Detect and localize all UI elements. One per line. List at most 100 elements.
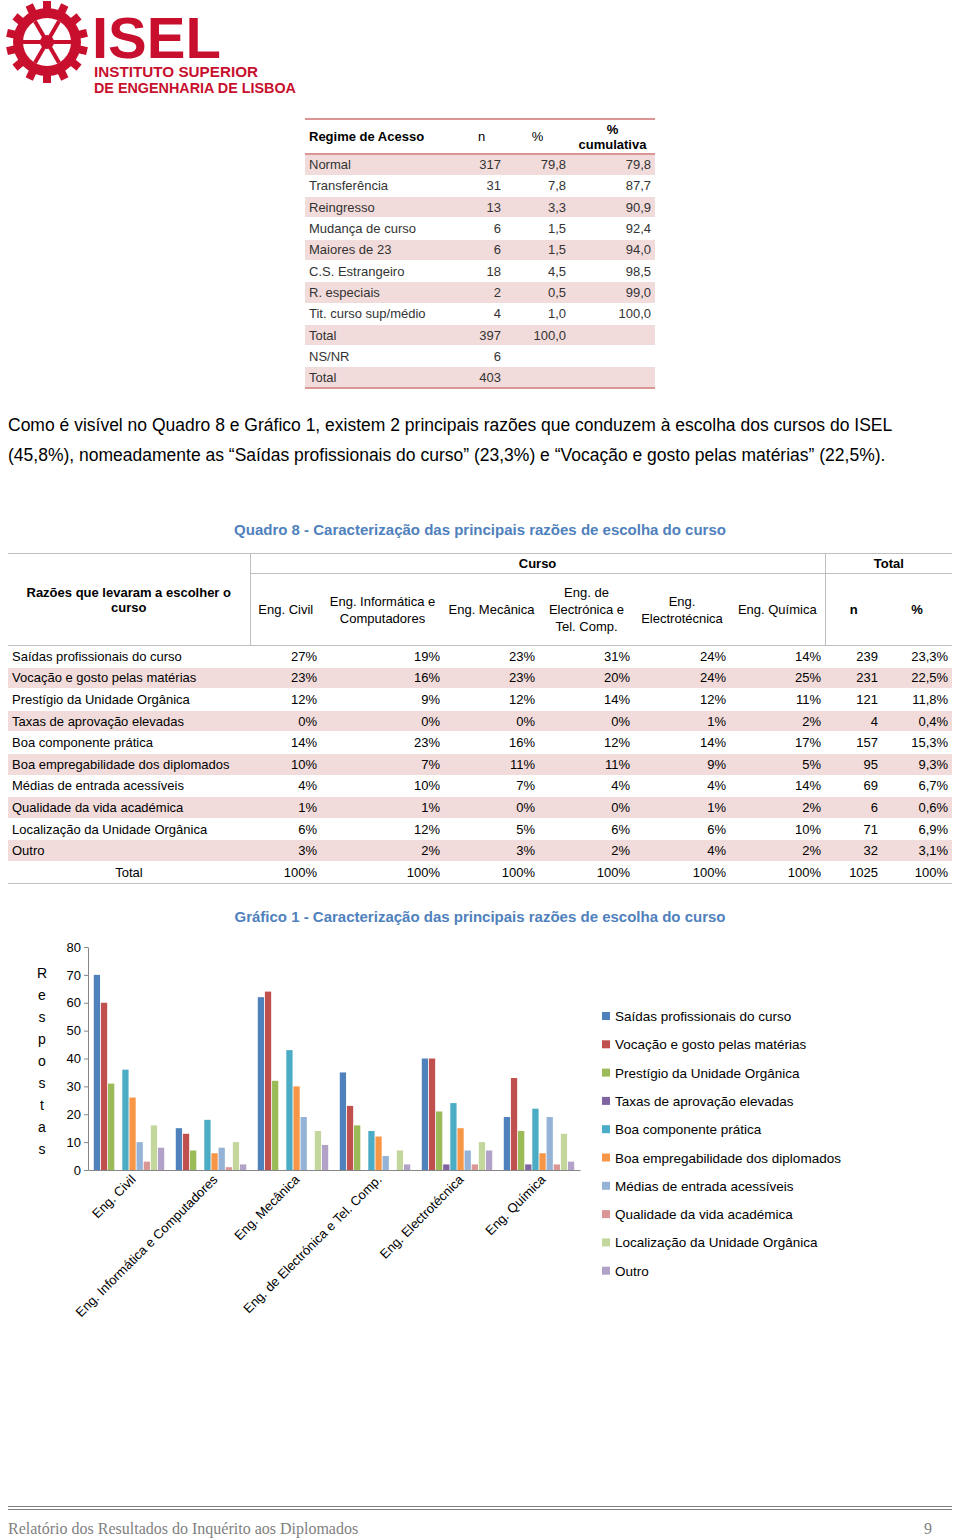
table-cell: 79,8 (570, 154, 655, 175)
bar (219, 1148, 225, 1170)
table-cell: 17% (730, 732, 825, 754)
y-tick-mark (84, 1114, 88, 1115)
table-cell: 231 (825, 667, 882, 689)
table-cell: 239 (825, 646, 882, 668)
bar (539, 1153, 545, 1170)
table-cell: 5% (730, 753, 825, 775)
bar (518, 1131, 524, 1170)
row-label: Taxas de aprovação elevadas (8, 710, 250, 732)
y-axis-title-letter: s (39, 1009, 46, 1025)
bar (368, 1131, 374, 1170)
column-header: Eng. Electrotécnica (634, 574, 730, 646)
table-cell (505, 367, 570, 388)
table-cell: 100% (634, 861, 730, 883)
table-row: Outro3%2%3%2%4%2%323,1% (8, 840, 952, 862)
table-cell: 4 (825, 710, 882, 732)
x-tick-label: Eng. de Electrónica e Tel. Comp. (240, 1172, 384, 1316)
table-cell: 0,5 (505, 282, 570, 303)
bar (197, 1170, 203, 1171)
table-cell: 5% (444, 818, 539, 840)
access-table: Regime de Acesson%% cumulativaNormal3177… (305, 118, 655, 389)
table-cell: 1,0 (505, 303, 570, 324)
bar (158, 1148, 164, 1170)
bar (547, 1117, 553, 1170)
bar (190, 1150, 196, 1170)
bar (293, 1086, 299, 1170)
y-tick: 30 (67, 1079, 88, 1094)
table-cell: 3% (444, 840, 539, 862)
y-tick-mark (84, 1142, 88, 1143)
footer-text: Relatório dos Resultados do Inquérito ao… (8, 1520, 358, 1538)
bar (286, 1050, 292, 1170)
table-cell: 2% (730, 710, 825, 732)
table-title: Quadro 8 - Caracterização das principais… (0, 521, 960, 538)
table-cell: 1% (321, 797, 444, 819)
column-header: n (825, 574, 882, 646)
gear-inner (23, 18, 71, 66)
table-row: Localização da Unidade Orgânica6%12%5%6%… (8, 818, 952, 840)
table-cell (570, 346, 655, 367)
table-cell: 157 (825, 732, 882, 754)
bar (272, 1081, 278, 1170)
bar (315, 1131, 321, 1170)
column-header: Eng. de Electrónica e Tel. Comp. (539, 574, 634, 646)
y-tick: 80 (67, 940, 88, 955)
x-tick-label: Eng. Electrotécnica (377, 1171, 467, 1261)
bar (504, 1117, 510, 1170)
column-header: Eng. Informática e Computadores (321, 574, 444, 646)
table-cell: 0,6% (882, 797, 952, 819)
legend-swatch (602, 1267, 610, 1275)
table-cell: 24% (634, 646, 730, 668)
x-tick-label: Eng. Civil (89, 1172, 139, 1222)
row-label: Localização da Unidade Orgânica (8, 818, 250, 840)
row-label: Boa empregabilidade dos diplomados (8, 753, 250, 775)
table-cell: 7% (321, 753, 444, 775)
bar-series (101, 992, 517, 1170)
table-cell: 100% (882, 861, 952, 883)
table-row: Saídas profissionais do curso27%19%23%31… (8, 646, 952, 668)
table-cell: 31 (458, 175, 505, 196)
column-header: Eng. Química (730, 574, 825, 646)
bar (137, 1142, 143, 1170)
table-row: Total397100,0 (305, 324, 655, 345)
table-cell: 2% (730, 797, 825, 819)
logo: ISELINSTITUTO SUPERIORDE ENGENHARIA DE L… (0, 0, 310, 105)
y-tick: 60 (67, 995, 88, 1010)
y-tick-mark (84, 1086, 88, 1087)
table-row: Tit. curso sup/médio41,0100,0 (305, 303, 655, 324)
gear-body (13, 8, 81, 76)
bar (450, 1103, 456, 1170)
table-cell: 9% (634, 753, 730, 775)
table-cell: 100% (444, 861, 539, 883)
table-cell: C.S. Estrangeiro (305, 260, 458, 281)
table-cell: 23% (444, 646, 539, 668)
bar (204, 1120, 210, 1170)
row-header: Razões que levaram a escolher o curso (8, 554, 250, 646)
table-cell: 14% (539, 689, 634, 711)
y-tick-label: 0 (74, 1163, 81, 1178)
group-header: Total (825, 554, 952, 574)
x-tick-label: Eng. Química (482, 1171, 549, 1238)
table-cell: 71 (825, 818, 882, 840)
table-cell: 99,0 (570, 282, 655, 303)
table-cell: 100% (321, 861, 444, 883)
bar (301, 1117, 307, 1170)
y-tick-label: 20 (67, 1107, 81, 1122)
bar (347, 1106, 353, 1170)
bar (108, 1084, 114, 1170)
y-tick-label: 70 (67, 968, 81, 983)
bar (479, 1142, 485, 1170)
y-axis-line (88, 948, 89, 1171)
table-cell: 9,3% (882, 753, 952, 775)
bar-series (137, 1117, 553, 1170)
table-cell: 95 (825, 753, 882, 775)
table-cell: 0% (444, 797, 539, 819)
logo-title: ISEL (92, 5, 221, 70)
legend-label: Médias de entrada acessíveis (615, 1179, 794, 1194)
legend-item: Saídas profissionais do curso (602, 1009, 791, 1024)
logo-line: DE ENGENHARIA DE LISBOA (94, 79, 296, 96)
x-tick: Eng. Mecânica (231, 1171, 303, 1243)
row-label: Vocação e gosto pelas matérias (8, 667, 250, 689)
table-cell: 6,9% (882, 818, 952, 840)
y-axis-title-letter: s (39, 1075, 46, 1091)
